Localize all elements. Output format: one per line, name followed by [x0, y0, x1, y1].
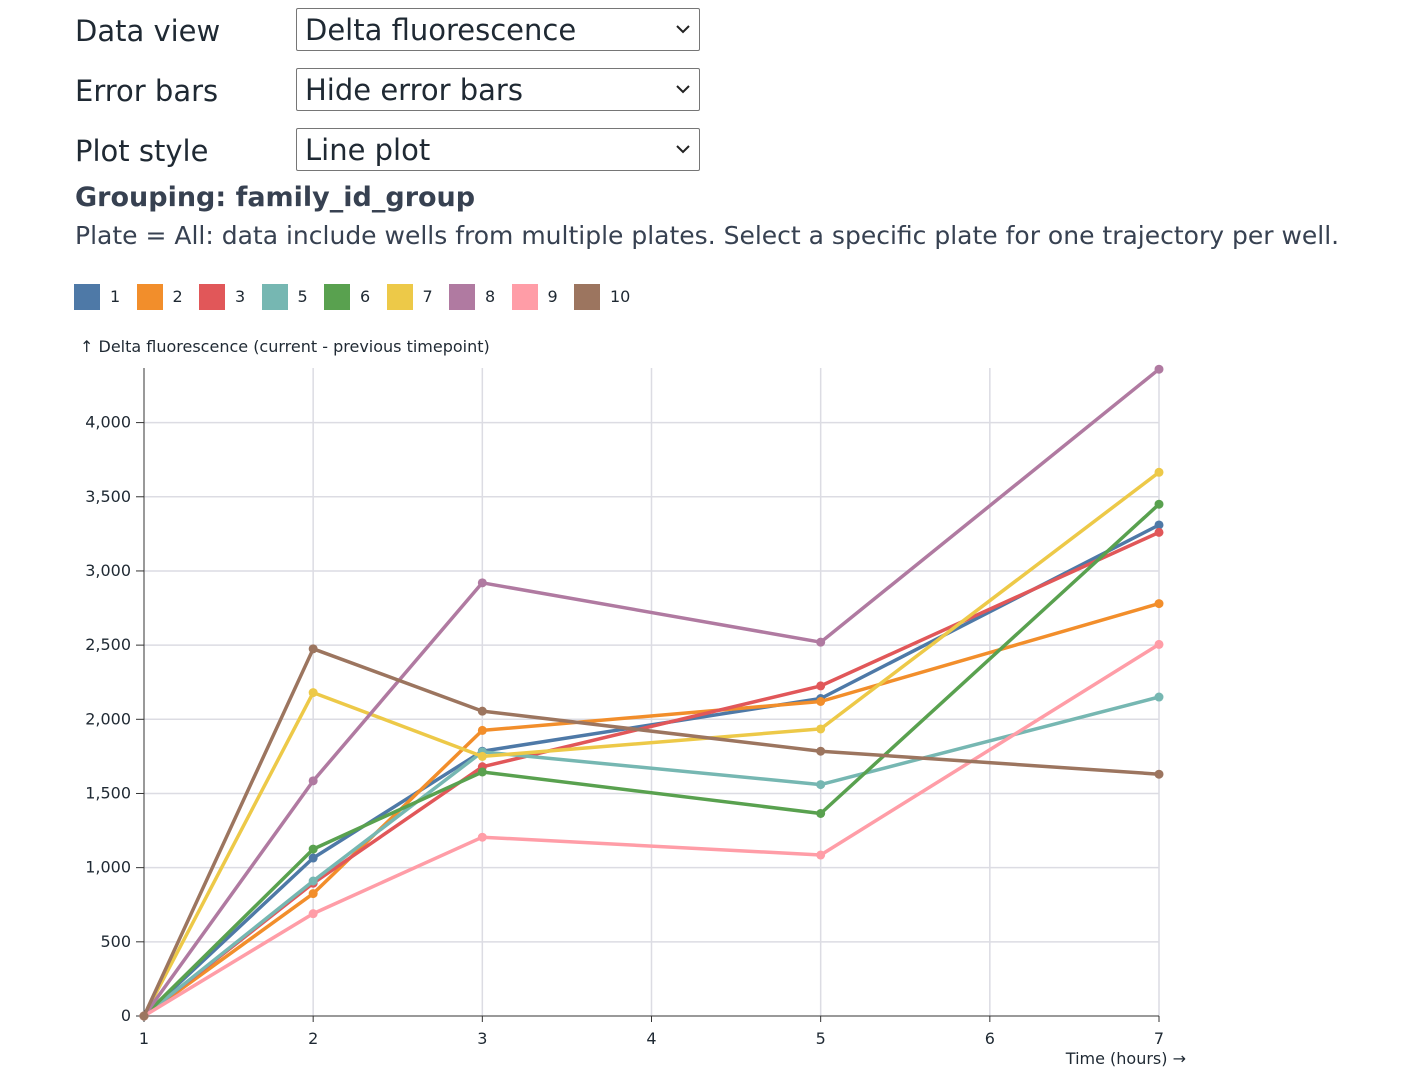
legend-swatch [449, 284, 475, 310]
data-point-9 [816, 850, 826, 860]
plot-style-label: Plot style [75, 134, 209, 168]
legend-swatch [261, 284, 288, 310]
data-point-3 [1154, 527, 1164, 537]
y-tick-label: 500 [100, 932, 131, 951]
legend-swatch [199, 284, 225, 310]
legend-swatch [574, 284, 600, 310]
legend-label: 8 [485, 287, 496, 306]
y-axis-label: ↑ Delta fluorescence (current - previous… [80, 337, 490, 356]
legend-swatch [386, 284, 413, 310]
data-point-3 [816, 681, 826, 691]
error-bars-label: Error bars [75, 74, 219, 108]
y-tick-label: 4,000 [85, 413, 131, 432]
plate-note: Plate = All: data include wells from mul… [75, 221, 1340, 250]
data-point-5 [308, 876, 318, 886]
legend-swatch [136, 284, 163, 310]
data-point-9 [1154, 639, 1164, 649]
legend-swatch [511, 284, 538, 310]
data-point-1 [1154, 520, 1164, 530]
legend-label: 9 [547, 287, 558, 306]
data-point-2 [816, 696, 826, 706]
x-tick-label: 3 [477, 1029, 487, 1048]
data-view-label: Data view [75, 14, 221, 48]
data-view-select[interactable]: Delta fluorescence [296, 8, 700, 51]
chevron-down-icon [676, 85, 690, 94]
legend-label: 6 [360, 287, 371, 306]
x-axis-label: Time (hours) → [1065, 1049, 1186, 1068]
data-point-9 [477, 832, 487, 842]
data-point-10 [816, 746, 826, 756]
legend-label: 10 [610, 287, 631, 306]
data-point-8 [477, 578, 487, 588]
y-tick-label: 1,000 [85, 858, 131, 877]
legend-label: 7 [422, 287, 433, 306]
y-tick-label: 2,500 [85, 635, 131, 654]
x-tick-label: 2 [308, 1029, 318, 1048]
error-bars-control: Error bars Hide error bars [75, 68, 715, 114]
data-point-8 [816, 637, 826, 647]
data-point-7 [1154, 467, 1164, 477]
data-point-1 [308, 853, 318, 863]
data-point-7 [477, 751, 487, 761]
data-view-value: Delta fluorescence [305, 13, 577, 47]
data-point-10 [477, 706, 487, 716]
data-point-10 [139, 1011, 149, 1021]
data-point-5 [816, 780, 826, 790]
legend-label: 5 [297, 287, 308, 306]
plot-style-value: Line plot [305, 133, 431, 167]
data-point-2 [1154, 599, 1164, 609]
legend-label: 2 [172, 287, 183, 306]
data-point-7 [816, 724, 826, 734]
error-bars-value: Hide error bars [305, 73, 523, 107]
data-point-7 [308, 688, 318, 698]
data-point-9 [308, 909, 318, 919]
data-point-2 [477, 725, 487, 735]
y-tick-label: 1,500 [85, 783, 131, 802]
data-point-6 [1154, 499, 1164, 509]
y-tick-label: 3,500 [85, 487, 131, 506]
grouping-title: Grouping: family_id_group [75, 182, 476, 213]
data-point-5 [1154, 692, 1164, 702]
y-tick-label: 2,000 [85, 709, 131, 728]
x-tick-label: 4 [646, 1029, 656, 1048]
data-point-6 [308, 844, 318, 854]
chart-axes: 0 500 1,000 1,500 2,000 2,500 3,000 3,500 4,000 1… [85, 368, 1164, 1048]
data-point-8 [1154, 364, 1164, 374]
x-tick-label: 1 [139, 1029, 149, 1048]
legend-swatch [74, 284, 100, 310]
chart-series [139, 364, 1164, 1021]
y-tick-label: 0 [121, 1006, 131, 1025]
x-tick-label: 7 [1154, 1029, 1164, 1048]
plot-style-control: Plot style Line plot [75, 128, 715, 174]
data-point-6 [477, 767, 487, 777]
chevron-down-icon [676, 25, 690, 34]
data-point-10 [308, 644, 318, 654]
data-point-8 [308, 776, 318, 786]
line-chart: 0 500 1,000 1,500 2,000 2,500 3,000 3,500 4,000 1… [80, 337, 1186, 1068]
chevron-down-icon [676, 145, 690, 154]
error-bars-select[interactable]: Hide error bars [296, 68, 700, 111]
legend-swatch [324, 284, 350, 310]
chart-grid [144, 368, 1160, 1016]
data-point-10 [1154, 769, 1164, 779]
legend-label: 3 [235, 287, 246, 306]
legend-label: 1 [110, 287, 121, 306]
y-tick-label: 3,000 [85, 561, 131, 580]
plot-style-select[interactable]: Line plot [296, 128, 700, 171]
data-view-control: Data view Delta fluorescence [75, 8, 715, 54]
x-tick-label: 6 [985, 1029, 995, 1048]
data-point-2 [308, 889, 318, 899]
data-point-6 [816, 809, 826, 819]
x-tick-label: 5 [816, 1029, 826, 1048]
